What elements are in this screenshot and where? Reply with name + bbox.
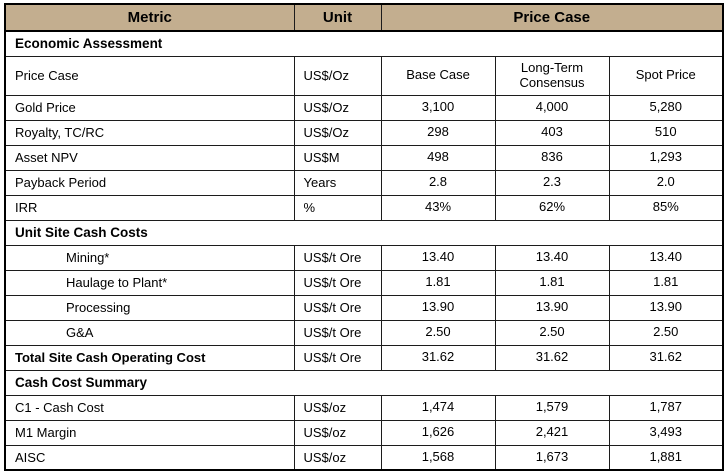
metric-cell: Asset NPV (4, 144, 295, 171)
value-cell: 1,568 (380, 444, 496, 471)
unit-cell: US$/oz (293, 444, 382, 471)
metric-cell: IRR (4, 194, 295, 221)
metric-cell: Total Site Cash Operating Cost (4, 344, 295, 371)
metric-cell: Payback Period (4, 169, 295, 196)
header-unit: Unit (293, 3, 382, 32)
value-cell: 1.81 (380, 269, 496, 296)
value-cell: 2.0 (608, 169, 724, 196)
data-row: M1 Margin US$/oz 1,626 2,421 3,493 (4, 419, 724, 446)
value-cell: 13.40 (380, 244, 496, 271)
value-cell: 2.50 (380, 319, 496, 346)
section-row: Unit Site Cash Costs (4, 219, 724, 246)
data-row: AISC US$/oz 1,568 1,673 1,881 (4, 444, 724, 471)
unit-cell: Years (293, 169, 382, 196)
data-row: Payback Period Years 2.8 2.3 2.0 (4, 169, 724, 196)
unit-cell: % (293, 194, 382, 221)
data-row: G&A US$/t Ore 2.50 2.50 2.50 (4, 319, 724, 346)
section-label: Cash Cost Summary (4, 369, 724, 396)
unit-cell: US$/t Ore (293, 344, 382, 371)
data-row: Total Site Cash Operating Cost US$/t Ore 3… (4, 344, 724, 371)
metric-cell: Mining* (4, 244, 295, 271)
value-cell: 1,579 (494, 394, 610, 421)
unit-cell: US$/t Ore (293, 244, 382, 271)
metric-cell: Royalty, TC/RC (4, 119, 295, 146)
unit-cell: US$/t Ore (293, 319, 382, 346)
value-cell: 31.62 (494, 344, 610, 371)
value-cell: 510 (608, 119, 724, 146)
value-cell: 498 (380, 144, 496, 171)
value-cell: 13.40 (494, 244, 610, 271)
data-row: C1 - Cash Cost US$/oz 1,474 1,579 1,787 (4, 394, 724, 421)
value-cell: 1,293 (608, 144, 724, 171)
section-label: Unit Site Cash Costs (4, 219, 724, 246)
section-row: Cash Cost Summary (4, 369, 724, 396)
value-cell: 1.81 (608, 269, 724, 296)
data-row: IRR% 43% 62% 85% (4, 194, 724, 221)
value-cell: Spot Price (608, 55, 724, 96)
value-cell: Base Case (380, 55, 496, 96)
value-cell: 31.62 (380, 344, 496, 371)
value-cell: 1,787 (608, 394, 724, 421)
unit-cell: US$M (293, 144, 382, 171)
value-cell: 836 (494, 144, 610, 171)
header-price-case: Price Case (380, 3, 724, 32)
data-row: Royalty, TC/RC US$/Oz 298 403 510 (4, 119, 724, 146)
value-cell: 1,626 (380, 419, 496, 446)
data-row: Price Case US$/Oz Base Case Long-Term Conse… (4, 55, 724, 96)
value-cell: 85% (608, 194, 724, 221)
header-metric: Metric (4, 3, 295, 32)
value-cell: 4,000 (494, 94, 610, 121)
unit-cell: US$/Oz (293, 94, 382, 121)
value-cell: 1,673 (494, 444, 610, 471)
section-row: Economic Assessment (4, 30, 724, 57)
unit-cell: US$/t Ore (293, 294, 382, 321)
unit-cell: US$/Oz (293, 55, 382, 96)
value-cell: 2.50 (608, 319, 724, 346)
data-row: Mining* US$/t Ore 13.40 13.40 13.40 (4, 244, 724, 271)
metric-cell: G&A (4, 319, 295, 346)
value-cell: 298 (380, 119, 496, 146)
value-cell: 403 (494, 119, 610, 146)
value-cell: 13.90 (608, 294, 724, 321)
value-cell: 1,474 (380, 394, 496, 421)
data-row: Processing US$/t Ore 13.90 13.90 13.90 (4, 294, 724, 321)
value-cell: 1,881 (608, 444, 724, 471)
value-cell: 2.50 (494, 319, 610, 346)
unit-cell: US$/oz (293, 394, 382, 421)
data-row: Gold Price US$/Oz 3,100 4,000 5,280 (4, 94, 724, 121)
value-cell: 62% (494, 194, 610, 221)
table-header: Metric Unit Price Case (4, 3, 724, 32)
value-cell: Long-Term Consensus (494, 55, 610, 96)
value-cell: 3,493 (608, 419, 724, 446)
value-cell: 31.62 (608, 344, 724, 371)
value-cell: 5,280 (608, 94, 724, 121)
value-cell: 3,100 (380, 94, 496, 121)
value-cell: 2.8 (380, 169, 496, 196)
unit-cell: US$/t Ore (293, 269, 382, 296)
value-cell: 13.90 (494, 294, 610, 321)
unit-cell: US$/oz (293, 419, 382, 446)
value-cell: 13.40 (608, 244, 724, 271)
table-body: Economic Assessment Price Case US$/Oz Base … (4, 30, 724, 471)
metric-cell: Processing (4, 294, 295, 321)
data-row: Asset NPV US$M 498 836 1,293 (4, 144, 724, 171)
value-cell: 43% (380, 194, 496, 221)
data-row: Haulage to Plant* US$/t Ore 1.81 1.81 1.81 (4, 269, 724, 296)
metric-cell: AISC (4, 444, 295, 471)
metrics-table: Metric Unit Price Case Economic Assessme… (4, 3, 724, 471)
metric-cell: C1 - Cash Cost (4, 394, 295, 421)
value-cell: 2,421 (494, 419, 610, 446)
value-cell: 2.3 (494, 169, 610, 196)
metric-cell: M1 Margin (4, 419, 295, 446)
metric-cell: Price Case (4, 55, 295, 96)
section-label: Economic Assessment (4, 30, 724, 57)
metric-cell: Haulage to Plant* (4, 269, 295, 296)
value-cell: 1.81 (494, 269, 610, 296)
header-row: Metric Unit Price Case (4, 3, 724, 32)
value-cell: 13.90 (380, 294, 496, 321)
metric-cell: Gold Price (4, 94, 295, 121)
unit-cell: US$/Oz (293, 119, 382, 146)
